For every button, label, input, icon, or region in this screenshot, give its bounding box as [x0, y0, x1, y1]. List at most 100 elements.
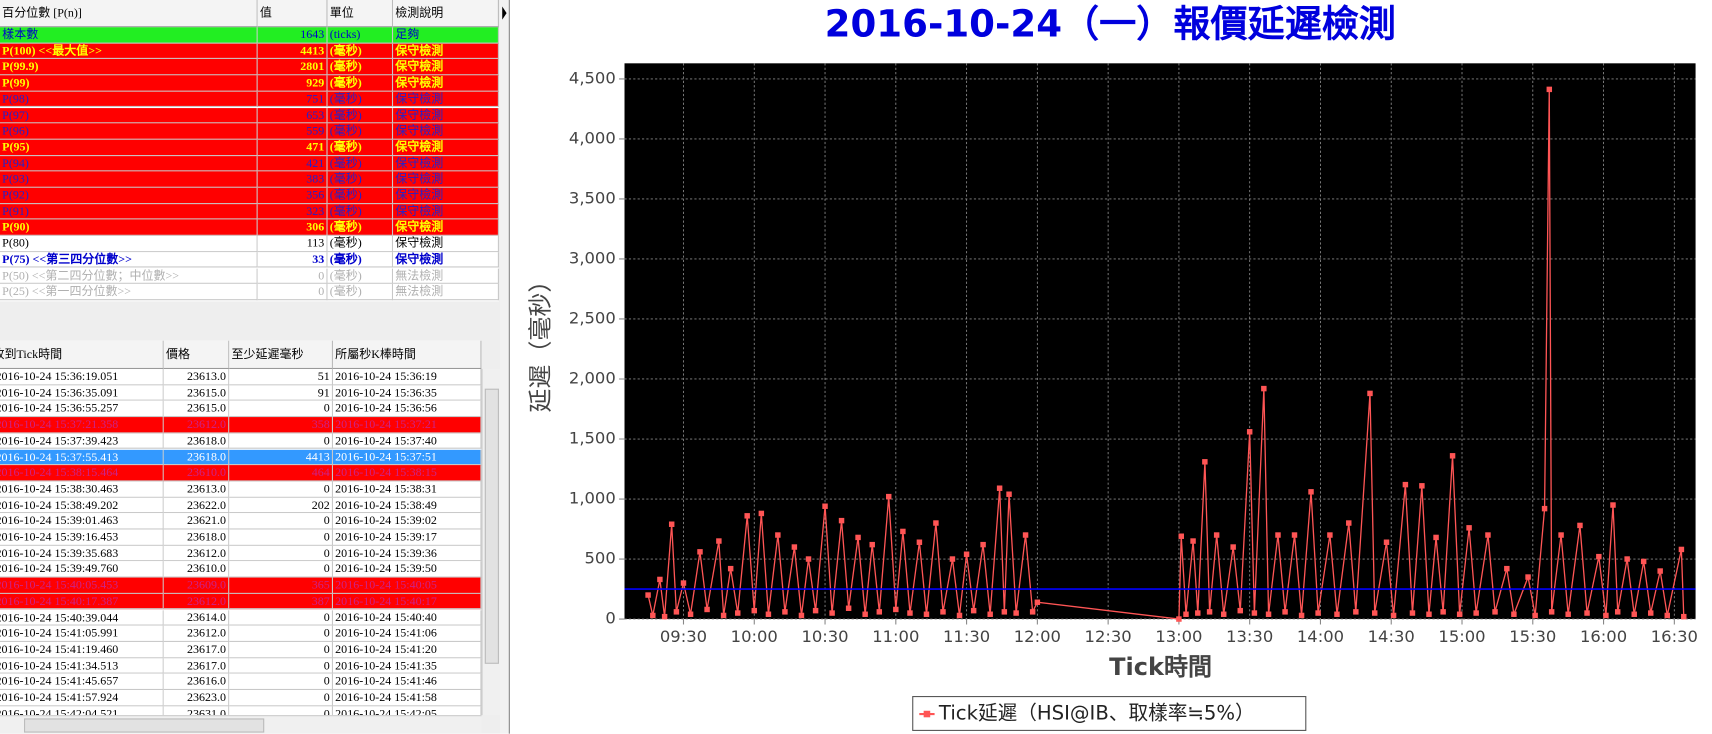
- column-header: 所屬秒K棒時間: [332, 340, 482, 370]
- table-cell: 306: [257, 219, 328, 236]
- table-cell: 23610.0: [163, 561, 230, 578]
- table-cell: 保守檢測: [393, 171, 499, 188]
- vertical-scrollbar[interactable]: [481, 369, 501, 716]
- point: [1678, 546, 1685, 553]
- point: [1485, 532, 1491, 538]
- y-tick-label: 3,000: [569, 248, 616, 267]
- point: [720, 612, 727, 619]
- table-cell: 無法檢測: [393, 284, 499, 301]
- column-header: 至少延遲毫秒: [229, 340, 333, 370]
- table-cell: (毫秒): [327, 107, 394, 124]
- table-cell: 2016-10-24 15:39:16.453: [0, 529, 164, 546]
- point: [697, 549, 703, 555]
- point: [1402, 481, 1409, 488]
- point: [1282, 609, 1288, 615]
- left-panel: 百分位數 [P(n)] 值單位 檢測說明 樣本數 1643 (ticks) 足夠 P(100)…: [0, 0, 501, 734]
- legend-box: [912, 696, 1307, 731]
- point: [661, 613, 668, 620]
- table-cell: 23622.0: [163, 497, 230, 514]
- horizontal-scrollbar[interactable]: [0, 715, 482, 734]
- point: [1291, 532, 1298, 538]
- point: [822, 503, 828, 509]
- table-cell: (毫秒): [327, 235, 394, 252]
- y-tick-label: 4,500: [569, 68, 616, 87]
- point: [1183, 611, 1189, 617]
- point: [1449, 453, 1456, 459]
- table-cell: 323: [257, 203, 328, 220]
- point: [704, 606, 710, 613]
- point: [1206, 609, 1213, 615]
- table-cell: 0: [229, 545, 333, 562]
- point: [923, 611, 930, 617]
- point: [893, 606, 899, 613]
- point: [956, 612, 963, 619]
- point: [1596, 553, 1602, 560]
- table-cell: 23610.0: [163, 465, 230, 482]
- table-cell: 23631.0: [163, 706, 230, 716]
- point: [1221, 611, 1227, 617]
- point: [765, 611, 772, 617]
- table-cell: 2016-10-24 15:39:17: [332, 529, 482, 546]
- point: [1681, 613, 1687, 620]
- point: [1577, 522, 1583, 529]
- point: [1504, 565, 1510, 572]
- table-cell: 0: [229, 625, 333, 642]
- table-cell: 653: [257, 107, 328, 124]
- point: [805, 556, 812, 562]
- point: [987, 611, 993, 617]
- point: [1006, 491, 1012, 497]
- x-axis-title: Tick時間: [1109, 653, 1212, 681]
- point: [916, 539, 923, 545]
- table-cell: (毫秒): [327, 155, 394, 172]
- table-cell: 2016-10-24 15:36:56: [332, 401, 482, 418]
- table-cell: 2016-10-24 15:38:30.463: [0, 481, 164, 498]
- point: [1367, 390, 1373, 397]
- table-cell: 0: [257, 268, 328, 285]
- x-tick-label: 10:30: [801, 627, 848, 646]
- point: [1546, 86, 1553, 93]
- table-cell: 471: [257, 139, 328, 156]
- point: [1275, 532, 1281, 538]
- point: [1353, 609, 1359, 615]
- table-cell: 2016-10-24 15:36:55.257: [0, 401, 164, 418]
- point: [829, 610, 835, 616]
- table-cell: P(97): [0, 107, 258, 124]
- point: [1648, 610, 1654, 616]
- scroll-thumb[interactable]: [24, 718, 265, 733]
- point: [645, 592, 651, 598]
- point: [1664, 612, 1670, 619]
- scroll-thumb[interactable]: [484, 388, 499, 664]
- point: [1265, 611, 1272, 617]
- point: [1178, 533, 1184, 539]
- table-cell: 2016-10-24 15:36:35.091: [0, 385, 164, 402]
- point: [1614, 609, 1621, 615]
- y-tick-label: 0: [605, 609, 615, 628]
- column-header: 單位: [327, 0, 394, 28]
- table-cell: 51: [229, 369, 333, 386]
- column-header: 檢測說明: [393, 0, 499, 28]
- point: [1029, 609, 1036, 615]
- splitter-arrow[interactable]: [500, 0, 509, 33]
- point: [1565, 611, 1571, 617]
- point: [650, 612, 656, 619]
- point: [668, 521, 675, 527]
- table-cell: 23615.0: [163, 385, 230, 402]
- x-tick-label: 14:00: [1297, 627, 1344, 646]
- table-cell: 2016-10-24 15:41:35: [332, 657, 482, 674]
- point: [1532, 612, 1538, 619]
- point: [940, 609, 946, 615]
- legend-swatch: [923, 710, 931, 718]
- table-cell: 2016-10-24 15:42:04.521: [0, 706, 164, 716]
- point: [1426, 611, 1432, 617]
- splitter[interactable]: [500, 0, 510, 734]
- table-cell: 91: [229, 385, 333, 402]
- table-cell: 保守檢測: [393, 91, 499, 108]
- table-cell: 無法檢測: [393, 268, 499, 285]
- table-cell: 2016-10-24 15:36:35: [332, 385, 482, 402]
- point: [1334, 611, 1340, 617]
- table-cell: 0: [229, 690, 333, 707]
- table-cell: 0: [229, 401, 333, 418]
- point: [1261, 385, 1267, 392]
- table-cell: 2016-10-24 15:41:05.991: [0, 625, 164, 642]
- point: [1176, 616, 1182, 622]
